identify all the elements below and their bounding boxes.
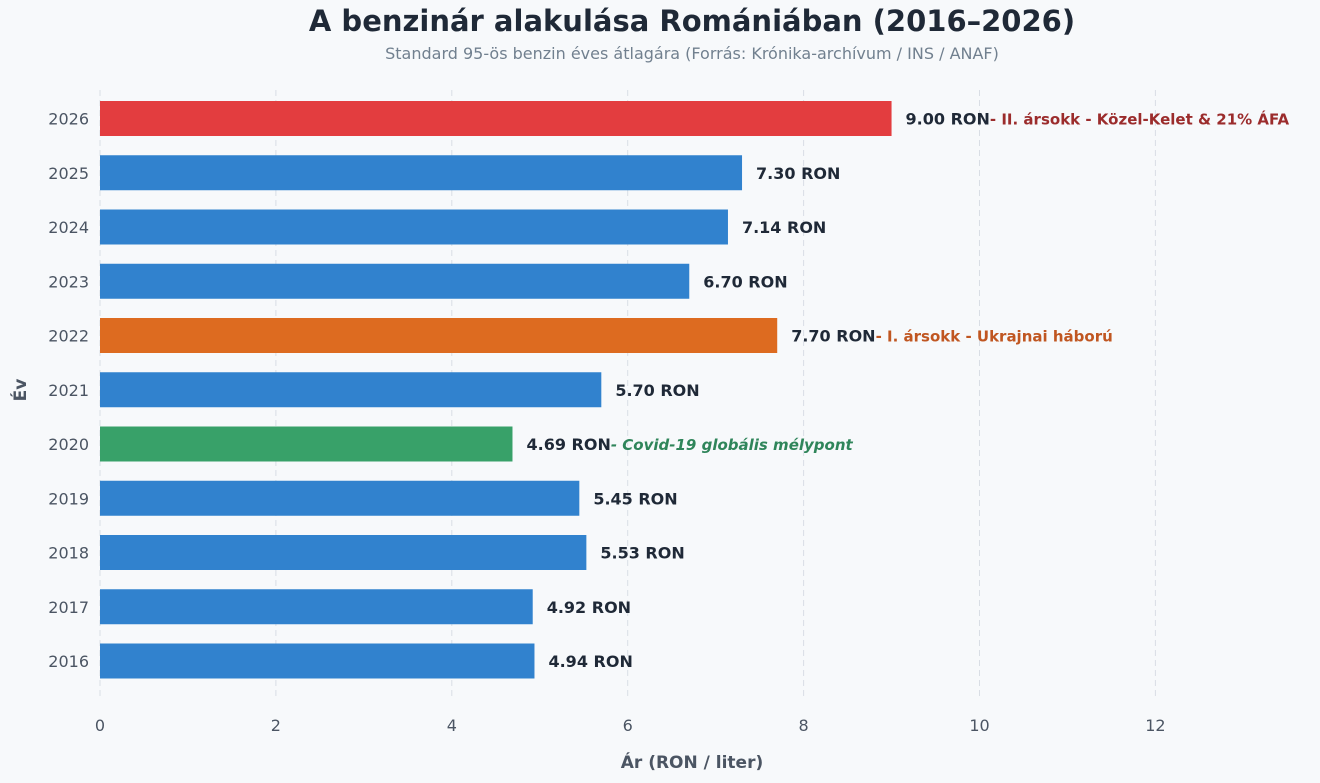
bar [100, 155, 743, 191]
bar [100, 263, 690, 299]
value-label: 7.14 RON [742, 218, 826, 237]
bar [100, 643, 535, 679]
value-text: 5.45 RON [593, 489, 677, 508]
value-label: 4.94 RON [548, 652, 632, 671]
value-label: 5.45 RON [593, 489, 677, 508]
value-label: 5.53 RON [600, 544, 684, 563]
value-label: 4.92 RON [547, 598, 631, 617]
y-tick-label: 2025 [48, 164, 89, 183]
value-label: 4.69 RON- Covid-19 globális mélypont [526, 435, 853, 454]
y-tick-label: 2019 [48, 489, 89, 508]
y-tick-label: 2018 [48, 544, 89, 563]
bar [100, 372, 602, 408]
x-tick-label: 0 [95, 716, 105, 735]
y-axis-title: Év [9, 379, 31, 402]
value-text: 4.94 RON [548, 652, 632, 671]
y-tick-label: 2016 [48, 652, 89, 671]
value-text: 7.14 RON [742, 218, 826, 237]
value-text: 4.69 RON [526, 435, 610, 454]
x-tick-label: 12 [1145, 716, 1165, 735]
bar [100, 535, 587, 570]
y-tick-label: 2020 [48, 435, 89, 454]
value-label: 7.30 RON [756, 164, 840, 183]
value-labels: 9.00 RON- II. ársokk - Közel-Kelet & 21%… [526, 110, 1289, 672]
bar [100, 480, 580, 516]
bar [100, 209, 728, 245]
bar [100, 426, 513, 462]
bar [100, 589, 533, 625]
value-text: 7.70 RON [791, 327, 875, 346]
bars [100, 101, 892, 679]
x-tick-label: 10 [969, 716, 989, 735]
bar [100, 318, 778, 353]
value-label: 7.70 RON- I. ársokk - Ukrajnai háború [791, 327, 1113, 346]
value-text: 9.00 RON [906, 110, 990, 129]
x-tick-label: 8 [799, 716, 809, 735]
annotation-text: - Covid-19 globális mélypont [611, 436, 854, 454]
value-text: 5.53 RON [600, 544, 684, 563]
value-text: 6.70 RON [703, 272, 787, 291]
chart-subtitle: Standard 95-ös benzin éves átlagára (For… [385, 44, 999, 63]
y-tick-label: 2021 [48, 381, 89, 400]
bar [100, 101, 892, 136]
value-label: 6.70 RON [703, 272, 787, 291]
annotation-text: - II. ársokk - Közel-Kelet & 21% ÁFA [990, 110, 1290, 129]
y-tick-labels: 2026 2025 2024 2023 2022 2021 2020 2019 2018 2017… [48, 110, 89, 672]
value-text: 5.70 RON [615, 381, 699, 400]
y-tick-label: 2024 [48, 218, 89, 237]
y-tick-label: 2026 [48, 110, 89, 129]
value-label: 9.00 RON- II. ársokk - Közel-Kelet & 21%… [906, 110, 1290, 129]
x-tick-label: 4 [447, 716, 457, 735]
value-text: 4.92 RON [547, 598, 631, 617]
x-tick-label: 6 [623, 716, 633, 735]
x-axis-title: Ár (RON / liter) [621, 751, 764, 773]
x-tick-labels: 0 2 4 6 8 10 12 [95, 716, 1166, 735]
y-tick-label: 2017 [48, 598, 89, 617]
y-tick-label: 2023 [48, 272, 89, 291]
chart-title: A benzinár alakulása Romániában (2016–20… [308, 4, 1076, 38]
annotation-text: - I. ársokk - Ukrajnai háború [876, 328, 1113, 346]
value-label: 5.70 RON [615, 381, 699, 400]
x-tick-label: 2 [271, 716, 281, 735]
y-tick-label: 2022 [48, 327, 89, 346]
value-text: 7.30 RON [756, 164, 840, 183]
